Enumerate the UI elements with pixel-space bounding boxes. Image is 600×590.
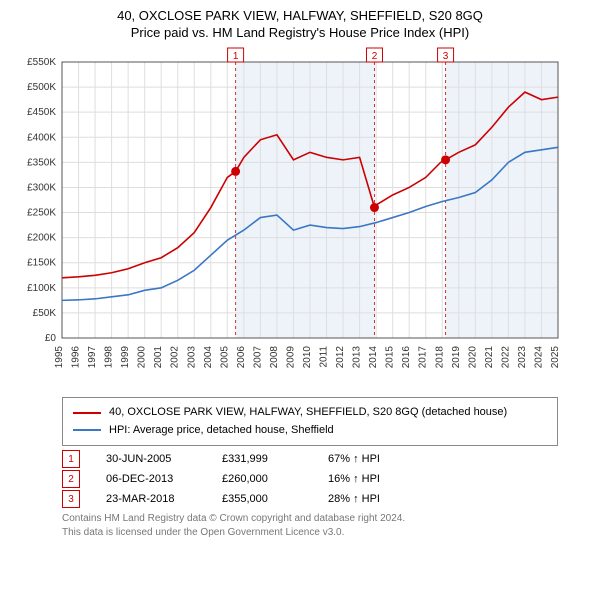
legend: 40, OXCLOSE PARK VIEW, HALFWAY, SHEFFIEL…: [62, 397, 558, 446]
sale-delta: 28% ↑ HPI: [328, 493, 380, 505]
svg-text:2011: 2011: [319, 346, 330, 368]
svg-text:£300K: £300K: [27, 182, 56, 193]
svg-text:£250K: £250K: [27, 208, 56, 219]
svg-text:3: 3: [443, 51, 449, 62]
svg-text:£50K: £50K: [33, 308, 57, 319]
svg-text:2013: 2013: [352, 346, 363, 369]
svg-text:1: 1: [233, 51, 239, 62]
svg-text:1997: 1997: [87, 346, 98, 369]
price-chart: £0 £50K £100K £150K £200K £250K £300K £350K £400…: [12, 46, 572, 386]
sale-badge: 1: [62, 450, 80, 468]
svg-text:2014: 2014: [368, 346, 379, 369]
legend-swatch: [73, 429, 101, 431]
sales-table: 1 30-JUN-2005 £331,999 67% ↑ HPI 2 06-DEC-201…: [62, 450, 558, 508]
svg-text:2021: 2021: [484, 346, 495, 369]
svg-text:2017: 2017: [418, 346, 429, 369]
svg-text:£450K: £450K: [27, 107, 56, 118]
svg-text:2007: 2007: [252, 346, 263, 369]
sale-badge: 3: [62, 490, 80, 508]
svg-text:£150K: £150K: [27, 258, 56, 269]
sale-date: 23-MAR-2018: [106, 493, 196, 505]
sale-price: £260,000: [222, 473, 302, 485]
sale-badge: 2: [62, 470, 80, 488]
sale-price: £331,999: [222, 453, 302, 465]
svg-text:2016: 2016: [401, 346, 412, 369]
svg-text:£550K: £550K: [27, 57, 56, 68]
svg-text:2010: 2010: [302, 346, 313, 369]
svg-text:2002: 2002: [170, 346, 181, 369]
svg-text:2020: 2020: [467, 346, 478, 369]
attribution-line: This data is licensed under the Open Gov…: [62, 526, 558, 540]
svg-text:1999: 1999: [120, 346, 131, 369]
legend-swatch: [73, 412, 101, 414]
svg-text:£200K: £200K: [27, 233, 56, 244]
svg-text:2005: 2005: [219, 346, 230, 369]
svg-text:2018: 2018: [434, 346, 445, 369]
sale-delta: 16% ↑ HPI: [328, 473, 380, 485]
svg-text:2: 2: [372, 51, 378, 62]
svg-text:£350K: £350K: [27, 157, 56, 168]
svg-text:2001: 2001: [153, 346, 164, 369]
page-subtitle: Price paid vs. HM Land Registry's House …: [12, 25, 588, 40]
legend-item: 40, OXCLOSE PARK VIEW, HALFWAY, SHEFFIEL…: [73, 404, 547, 422]
svg-text:2000: 2000: [137, 346, 148, 369]
svg-text:2025: 2025: [550, 346, 561, 369]
svg-text:2019: 2019: [451, 346, 462, 369]
svg-text:£500K: £500K: [27, 82, 56, 93]
legend-label: 40, OXCLOSE PARK VIEW, HALFWAY, SHEFFIEL…: [109, 404, 507, 422]
svg-text:2006: 2006: [236, 346, 247, 369]
svg-text:2024: 2024: [533, 346, 544, 369]
svg-text:2022: 2022: [500, 346, 511, 369]
page: 40, OXCLOSE PARK VIEW, HALFWAY, SHEFFIEL…: [0, 0, 600, 552]
page-title: 40, OXCLOSE PARK VIEW, HALFWAY, SHEFFIEL…: [12, 8, 588, 23]
sale-row: 1 30-JUN-2005 £331,999 67% ↑ HPI: [62, 450, 558, 468]
sale-date: 30-JUN-2005: [106, 453, 196, 465]
svg-text:£100K: £100K: [27, 283, 56, 294]
svg-text:2009: 2009: [285, 346, 296, 369]
sale-price: £355,000: [222, 493, 302, 505]
sale-date: 06-DEC-2013: [106, 473, 196, 485]
svg-text:1996: 1996: [71, 346, 82, 369]
attribution: Contains HM Land Registry data © Crown c…: [62, 512, 558, 540]
svg-text:2023: 2023: [517, 346, 528, 369]
svg-text:2012: 2012: [335, 346, 346, 369]
legend-label: HPI: Average price, detached house, Shef…: [109, 422, 334, 440]
chart-area: £0 £50K £100K £150K £200K £250K £300K £350K £400…: [12, 46, 588, 391]
sale-row: 2 06-DEC-2013 £260,000 16% ↑ HPI: [62, 470, 558, 488]
svg-text:1995: 1995: [54, 346, 65, 369]
sale-row: 3 23-MAR-2018 £355,000 28% ↑ HPI: [62, 490, 558, 508]
svg-text:2008: 2008: [269, 346, 280, 369]
svg-text:2015: 2015: [385, 346, 396, 369]
svg-text:2003: 2003: [186, 346, 197, 369]
legend-item: HPI: Average price, detached house, Shef…: [73, 422, 547, 440]
svg-text:£400K: £400K: [27, 132, 56, 143]
attribution-line: Contains HM Land Registry data © Crown c…: [62, 512, 558, 526]
svg-text:1998: 1998: [104, 346, 115, 369]
sale-delta: 67% ↑ HPI: [328, 453, 380, 465]
svg-text:2004: 2004: [203, 346, 214, 369]
svg-text:£0: £0: [45, 333, 57, 344]
